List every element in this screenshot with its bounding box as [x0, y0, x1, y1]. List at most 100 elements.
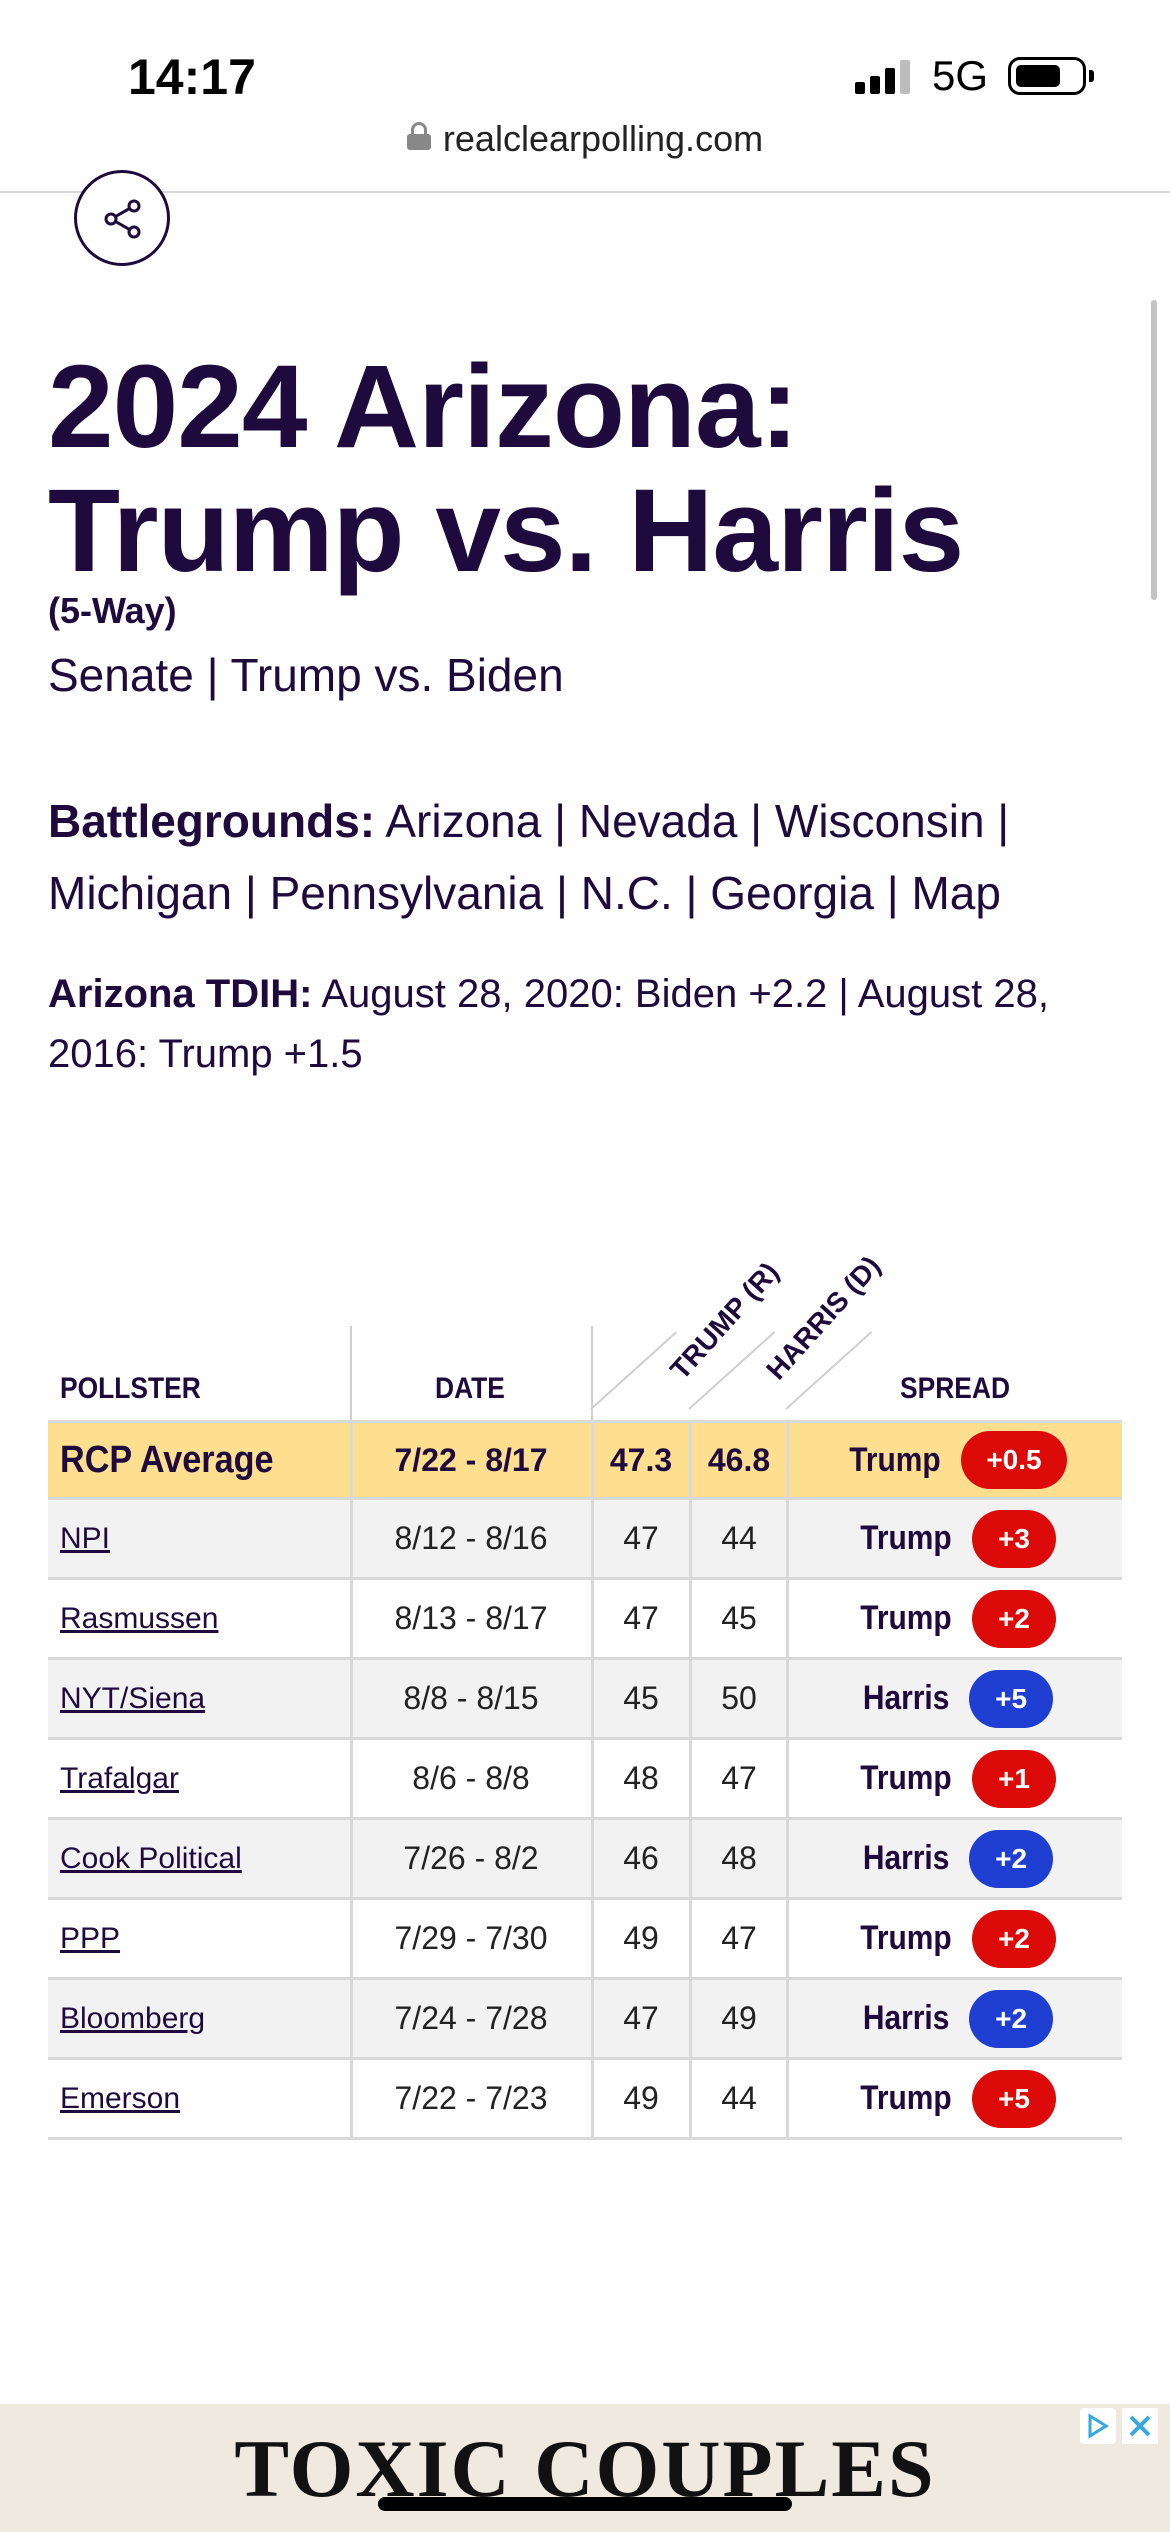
- harris-cell: 50: [721, 1680, 757, 1716]
- title-line-2: Trump vs. Harris: [48, 465, 964, 597]
- cell-divider: [350, 1423, 353, 1497]
- header-pollster[interactable]: POLLSTER: [60, 1372, 201, 1405]
- cell-divider: [591, 1423, 594, 1497]
- header-harris[interactable]: HARRIS (D): [760, 1250, 887, 1386]
- battleground-link-pennsylvania[interactable]: Pennsylvania: [269, 867, 544, 919]
- battleground-link-nc[interactable]: N.C.: [580, 867, 673, 919]
- link-trump-vs-biden[interactable]: Trump vs. Biden: [230, 649, 564, 701]
- cell-divider: [591, 1580, 594, 1657]
- trump-cell: 48: [623, 1760, 659, 1796]
- home-indicator[interactable]: [378, 2497, 792, 2511]
- cell-divider: [689, 2060, 692, 2137]
- spread-leader: Trump: [849, 1440, 941, 1479]
- pollster-cell: Trafalgar: [60, 1740, 390, 1817]
- spread-leader: Trump: [860, 1519, 952, 1557]
- rcp-average-row: RCP Average 7/22 - 8/17 47.3 46.8 Trump …: [48, 1420, 1122, 1500]
- this-day-in-history: Arizona TDIH: August 28, 2020: Biden +2.…: [48, 964, 1128, 1084]
- table-row: Bloomberg 7/24 - 7/28 47 49 Harris +2: [48, 1980, 1122, 2060]
- cell-divider: [786, 1740, 789, 1817]
- cell-divider: [689, 1660, 692, 1737]
- cell-divider: [689, 1423, 692, 1497]
- lock-icon: [406, 122, 431, 150]
- pollster-cell: Rasmussen: [60, 1580, 390, 1657]
- date-cell: 7/22 - 7/23: [394, 2080, 548, 2116]
- title-line-1: 2024 Arizona:: [48, 341, 799, 473]
- ad-banner[interactable]: TOXIC COUPLES: [0, 2404, 1170, 2532]
- battleground-link-map[interactable]: Map: [911, 867, 1001, 919]
- date-cell: 8/8 - 8/15: [403, 1680, 539, 1716]
- pollster-link[interactable]: Trafalgar: [60, 1761, 179, 1795]
- trump-cell: 47: [623, 1520, 659, 1556]
- spread-leader: Harris: [862, 1679, 950, 1717]
- cell-divider: [786, 1500, 789, 1577]
- trump-cell: 46: [623, 1840, 659, 1876]
- adchoices-icon[interactable]: [1080, 2408, 1116, 2444]
- cell-divider: [350, 2060, 353, 2137]
- header-divider-2: [591, 1326, 593, 1420]
- cell-divider: [591, 2060, 594, 2137]
- share-icon: [104, 199, 141, 239]
- address-bar[interactable]: realclearpolling.com: [0, 118, 1170, 178]
- spread-badge: +5: [971, 2069, 1056, 2128]
- header-date[interactable]: DATE: [435, 1372, 505, 1405]
- url-text: realclearpolling.com: [442, 118, 764, 159]
- spread-leader: Harris: [862, 1999, 950, 2037]
- pollster-link[interactable]: NPI: [60, 1521, 111, 1555]
- date-cell: 7/29 - 7/30: [394, 1920, 548, 1956]
- harris-cell: 47: [721, 1760, 757, 1796]
- spread-leader: Trump: [860, 1599, 952, 1637]
- spread-cell: Trump +3: [788, 1500, 1122, 1577]
- battleground-link-nevada[interactable]: Nevada: [578, 795, 738, 847]
- pollster-link[interactable]: NYT/Siena: [60, 1681, 206, 1715]
- spread-leader: Trump: [860, 1919, 952, 1957]
- cellular-signal-icon: [855, 58, 915, 94]
- page-subtitle: (5-Way): [48, 590, 177, 631]
- harris-cell: 47: [721, 1920, 757, 1956]
- spread-badge: +2: [969, 1829, 1054, 1888]
- pollster-link[interactable]: Bloomberg: [60, 2001, 206, 2035]
- related-links: Senate | Trump vs. Biden: [48, 649, 564, 701]
- pollster-cell: Cook Political: [60, 1820, 390, 1897]
- battlegrounds-nav: Battlegrounds: Arizona | Nevada | Wiscon…: [48, 795, 1010, 919]
- ad-close-icon[interactable]: [1122, 2408, 1158, 2444]
- cell-divider: [350, 1980, 353, 2057]
- pollster-cell: PPP: [60, 1900, 390, 1977]
- pollster-link[interactable]: Rasmussen: [60, 1601, 219, 1635]
- table-header: POLLSTER DATE TRUMP (R) HARRIS (D) SPREA…: [48, 1250, 1122, 1420]
- share-button[interactable]: [74, 170, 170, 266]
- cell-divider: [350, 1820, 353, 1897]
- page-title: 2024 Arizona: Trump vs. Harris: [48, 345, 1128, 593]
- cell-divider: [591, 1980, 594, 2057]
- pollster-link[interactable]: Emerson: [60, 2081, 181, 2115]
- cell-divider: [350, 1900, 353, 1977]
- date-cell: 7/24 - 7/28: [394, 2000, 548, 2036]
- trump-cell: 49: [623, 2080, 659, 2116]
- average-harris: 46.8: [707, 1441, 771, 1478]
- spread-badge: +2: [971, 1589, 1056, 1648]
- battleground-link-georgia[interactable]: Georgia: [710, 867, 874, 919]
- spread-cell: Trump +1: [788, 1740, 1122, 1817]
- trump-cell: 47: [623, 2000, 659, 2036]
- pollster-link[interactable]: Cook Political: [60, 1841, 242, 1875]
- average-trump: 47.3: [609, 1441, 673, 1478]
- trump-cell: 45: [623, 1680, 659, 1716]
- cell-divider: [591, 1820, 594, 1897]
- cell-divider: [591, 1740, 594, 1817]
- battleground-link-michigan[interactable]: Michigan: [48, 867, 233, 919]
- pollster-cell: NPI: [60, 1500, 390, 1577]
- spread-cell: Trump +2: [788, 1900, 1122, 1977]
- header-divider: [0, 191, 1170, 193]
- header-spread[interactable]: SPREAD: [900, 1372, 1011, 1405]
- spread-leader: Trump: [860, 2079, 952, 2117]
- pollster-link[interactable]: PPP: [60, 1921, 121, 1955]
- link-senate[interactable]: Senate: [48, 649, 194, 701]
- cell-divider: [350, 1740, 353, 1817]
- harris-cell: 48: [721, 1840, 757, 1876]
- spread-cell: Harris +2: [788, 1980, 1122, 2057]
- cell-divider: [786, 1423, 789, 1497]
- cell-divider: [786, 2060, 789, 2137]
- battleground-link-wisconsin[interactable]: Wisconsin: [774, 795, 985, 847]
- average-date: 7/22 - 8/17: [394, 1441, 548, 1478]
- page-scrollbar[interactable]: [1151, 300, 1157, 600]
- battleground-link-arizona[interactable]: Arizona: [385, 795, 542, 847]
